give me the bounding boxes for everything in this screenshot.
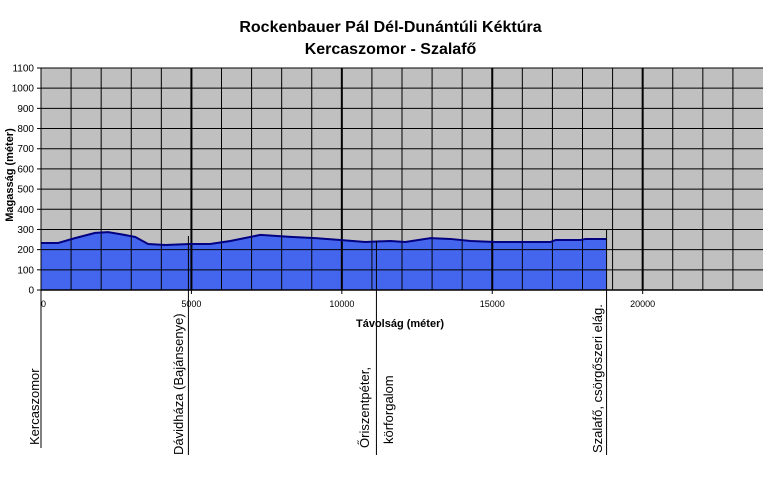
y-tick-label: 1100 bbox=[12, 64, 34, 75]
waypoint-label-oriszentpeter: Őriszentpéter, bbox=[357, 367, 372, 448]
waypoint-label-davidhaza: Dávidháza (Bajánsenye) bbox=[171, 313, 186, 455]
waypoint-label-korforgalom: körforgalom bbox=[381, 375, 396, 444]
elevation-area bbox=[41, 232, 607, 290]
waypoint-label-kercaszomor: Kercaszomor bbox=[27, 368, 42, 445]
y-axis-label: Magasság (méter) bbox=[4, 128, 16, 222]
y-tick-label: 100 bbox=[17, 265, 34, 276]
chart-title: Rockenbauer Pál Dél-Dunántúli Kéktúra bbox=[239, 19, 542, 36]
elevation-line bbox=[41, 231, 607, 246]
y-tick-label: 600 bbox=[17, 164, 34, 175]
waypoint-label-szalafo: Szalafő, csörgőszeri elág. bbox=[590, 304, 605, 453]
y-tick-label: 1000 bbox=[12, 84, 35, 95]
x-tick-label: 10000 bbox=[329, 299, 354, 309]
y-tick-label: 200 bbox=[17, 245, 34, 256]
y-tick-label: 800 bbox=[17, 124, 34, 135]
y-tick-label: 0 bbox=[28, 286, 34, 297]
y-tick-label: 400 bbox=[17, 205, 34, 216]
x-tick-label: 5000 bbox=[181, 299, 201, 309]
y-tick-label: 700 bbox=[17, 144, 34, 155]
y-tick-label: 300 bbox=[17, 225, 34, 236]
y-tick-label: 900 bbox=[17, 104, 34, 115]
x-tick-label: 0 bbox=[41, 299, 46, 309]
x-tick-label: 20000 bbox=[630, 299, 655, 309]
chart-subtitle: Kercaszomor - Szalafő bbox=[304, 41, 477, 58]
x-axis-label: Távolság (méter) bbox=[355, 318, 445, 330]
y-tick-label: 500 bbox=[17, 185, 34, 196]
x-tick-label: 15000 bbox=[480, 299, 505, 309]
